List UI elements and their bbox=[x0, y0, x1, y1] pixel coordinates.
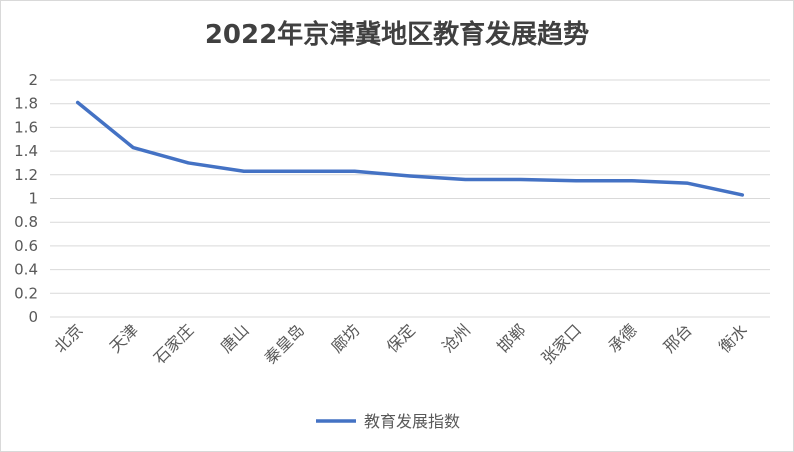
data-point bbox=[574, 179, 578, 183]
x-category-label: 天津 bbox=[106, 320, 142, 356]
data-point bbox=[297, 169, 301, 173]
x-category-label: 唐山 bbox=[217, 320, 253, 356]
series-layer bbox=[75, 100, 745, 197]
data-point bbox=[519, 178, 523, 182]
x-category-label: 沧州 bbox=[438, 320, 474, 356]
y-tick-label: 1.6 bbox=[14, 118, 38, 136]
data-point bbox=[408, 174, 412, 178]
data-point bbox=[463, 178, 467, 182]
data-point bbox=[353, 169, 357, 173]
y-tick-label: 0.2 bbox=[14, 284, 38, 302]
x-category-label: 北京 bbox=[50, 320, 86, 356]
x-category-label: 保定 bbox=[383, 320, 419, 356]
data-point bbox=[685, 181, 689, 185]
y-tick-label: 0.4 bbox=[14, 261, 38, 279]
x-category-label: 邢台 bbox=[660, 320, 696, 356]
data-point bbox=[740, 193, 744, 197]
y-axis-ticks: 2 1.8 1.6 1.4 1.2 1 0.8 0.6 0.4 0.2 0 bbox=[14, 71, 38, 326]
x-category-label: 秦皇岛 bbox=[261, 320, 308, 367]
data-point bbox=[76, 101, 80, 105]
x-category-label: 张家口 bbox=[538, 320, 585, 367]
gridlines bbox=[50, 79, 770, 318]
x-category-label: 衡水 bbox=[715, 320, 751, 356]
y-tick-label: 0.6 bbox=[14, 237, 38, 255]
y-tick-label: 1 bbox=[28, 190, 38, 208]
x-category-label: 邯郸 bbox=[494, 320, 530, 356]
data-point bbox=[242, 169, 246, 173]
y-tick-label: 1.4 bbox=[14, 142, 38, 160]
series-line bbox=[75, 100, 745, 197]
data-point bbox=[186, 161, 190, 165]
legend: 教育发展指数 bbox=[316, 412, 460, 431]
data-point bbox=[630, 179, 634, 183]
y-tick-label: 1.2 bbox=[14, 166, 38, 184]
x-axis-categories: 北京 天津 石家庄 唐山 秦皇岛 廊坊 保定 沧州 邯郸 张家口 承德 邢台 衡水 bbox=[50, 320, 751, 367]
x-category-label: 廊坊 bbox=[327, 320, 363, 356]
data-point bbox=[131, 146, 135, 150]
x-category-label: 承德 bbox=[604, 320, 640, 356]
y-tick-label: 0 bbox=[28, 308, 38, 326]
chart-title: 2022年京津冀地区教育发展趋势 bbox=[204, 20, 590, 50]
y-tick-label: 0.8 bbox=[14, 213, 38, 231]
y-tick-label: 1.8 bbox=[14, 95, 38, 113]
legend-label: 教育发展指数 bbox=[364, 412, 460, 431]
y-tick-label: 2 bbox=[28, 71, 38, 89]
x-category-label: 石家庄 bbox=[150, 320, 197, 367]
